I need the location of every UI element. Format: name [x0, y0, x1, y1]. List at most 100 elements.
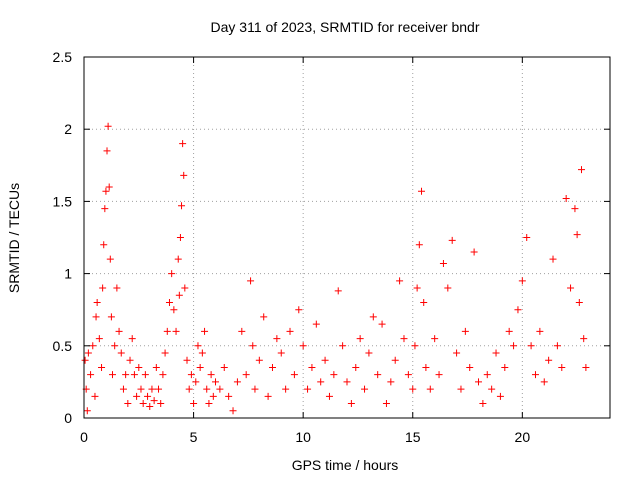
x-axis-label: GPS time / hours: [292, 457, 399, 473]
data-point: [573, 231, 581, 239]
data-point: [119, 385, 127, 393]
data-point: [152, 363, 160, 371]
data-point: [536, 327, 544, 335]
data-point: [113, 284, 121, 292]
data-point: [175, 291, 183, 299]
data-point: [378, 320, 386, 328]
data-point: [180, 171, 188, 179]
data-point: [453, 349, 461, 357]
plot-frame: [83, 56, 611, 419]
data-point: [107, 313, 115, 321]
data-point: [122, 371, 130, 379]
data-point: [260, 313, 268, 321]
data-point: [531, 371, 539, 379]
axis-ticks: 0 5 10 15 20 0 0.5 1 1.5 2 2.5: [53, 49, 610, 445]
chart-title: Day 311 of 2023, SRMTID for receiver bnd…: [211, 19, 480, 35]
data-point: [558, 363, 566, 371]
data-point: [282, 385, 290, 393]
data-point: [540, 378, 548, 386]
data-point: [553, 342, 561, 350]
data-point: [165, 298, 173, 306]
data-point: [518, 277, 526, 285]
data-point: [582, 363, 590, 371]
data-point: [108, 371, 116, 379]
data-point: [475, 378, 482, 386]
data-point: [81, 356, 89, 364]
data-point: [580, 335, 588, 343]
data-point: [431, 335, 439, 343]
data-point: [95, 335, 103, 343]
data-point: [135, 363, 143, 371]
data-point: [479, 400, 487, 408]
y-tick-label: 1: [64, 266, 72, 282]
data-point: [312, 320, 320, 328]
data-point: [103, 147, 111, 155]
data-point: [104, 122, 112, 130]
data-point: [420, 298, 428, 306]
data-point: [369, 313, 377, 321]
data-point: [100, 241, 108, 249]
data-point: [242, 371, 250, 379]
data-point: [299, 342, 307, 350]
data-point: [178, 202, 186, 210]
data-point: [273, 335, 281, 343]
data-point: [457, 385, 465, 393]
data-point: [501, 363, 509, 371]
data-point: [264, 392, 272, 400]
data-point: [133, 392, 141, 400]
data-point: [128, 335, 136, 343]
data-point: [163, 327, 171, 335]
data-point: [99, 284, 107, 292]
data-point: [238, 327, 246, 335]
data-point: [83, 407, 91, 415]
data-point: [141, 371, 149, 379]
data-point: [155, 385, 163, 393]
data-point: [571, 205, 579, 213]
data-point: [426, 385, 434, 393]
data-point: [102, 187, 110, 195]
data-point: [483, 371, 491, 379]
data-point: [212, 378, 219, 386]
data-point: [251, 385, 259, 393]
data-point: [194, 342, 202, 350]
x-tick-label: 0: [80, 429, 88, 445]
data-point: [295, 306, 303, 314]
data-point: [111, 342, 119, 350]
data-point: [382, 400, 390, 408]
data-point: [317, 378, 325, 386]
data-point: [146, 402, 154, 410]
data-point: [400, 335, 408, 343]
y-axis-label: SRMTID / TECUs: [6, 183, 22, 293]
data-point: [233, 378, 241, 386]
data-point: [411, 342, 419, 350]
data-point: [343, 378, 351, 386]
x-tick-label: 20: [515, 429, 531, 445]
data-point: [549, 255, 557, 263]
data-point: [496, 392, 504, 400]
y-tick-label: 0: [64, 410, 72, 426]
data-point: [391, 356, 399, 364]
data-point: [255, 356, 263, 364]
data-point: [567, 284, 575, 292]
data-point: [93, 298, 101, 306]
data-point: [439, 259, 447, 267]
data-point: [466, 363, 474, 371]
data-point: [510, 342, 518, 350]
data-point: [325, 392, 333, 400]
data-point: [101, 205, 109, 213]
data-point: [422, 363, 430, 371]
data-point: [409, 385, 417, 393]
grid-lines: [84, 57, 610, 418]
data-point: [148, 385, 156, 393]
data-point: [413, 284, 421, 292]
data-point: [137, 385, 145, 393]
data-point: [523, 234, 531, 241]
data-point: [150, 397, 158, 405]
data-point: [286, 327, 294, 335]
data-point: [365, 349, 373, 357]
data-point: [117, 349, 125, 357]
data-point: [492, 349, 500, 357]
data-point: [198, 349, 206, 357]
data-point: [514, 306, 522, 314]
data-point: [247, 277, 255, 285]
